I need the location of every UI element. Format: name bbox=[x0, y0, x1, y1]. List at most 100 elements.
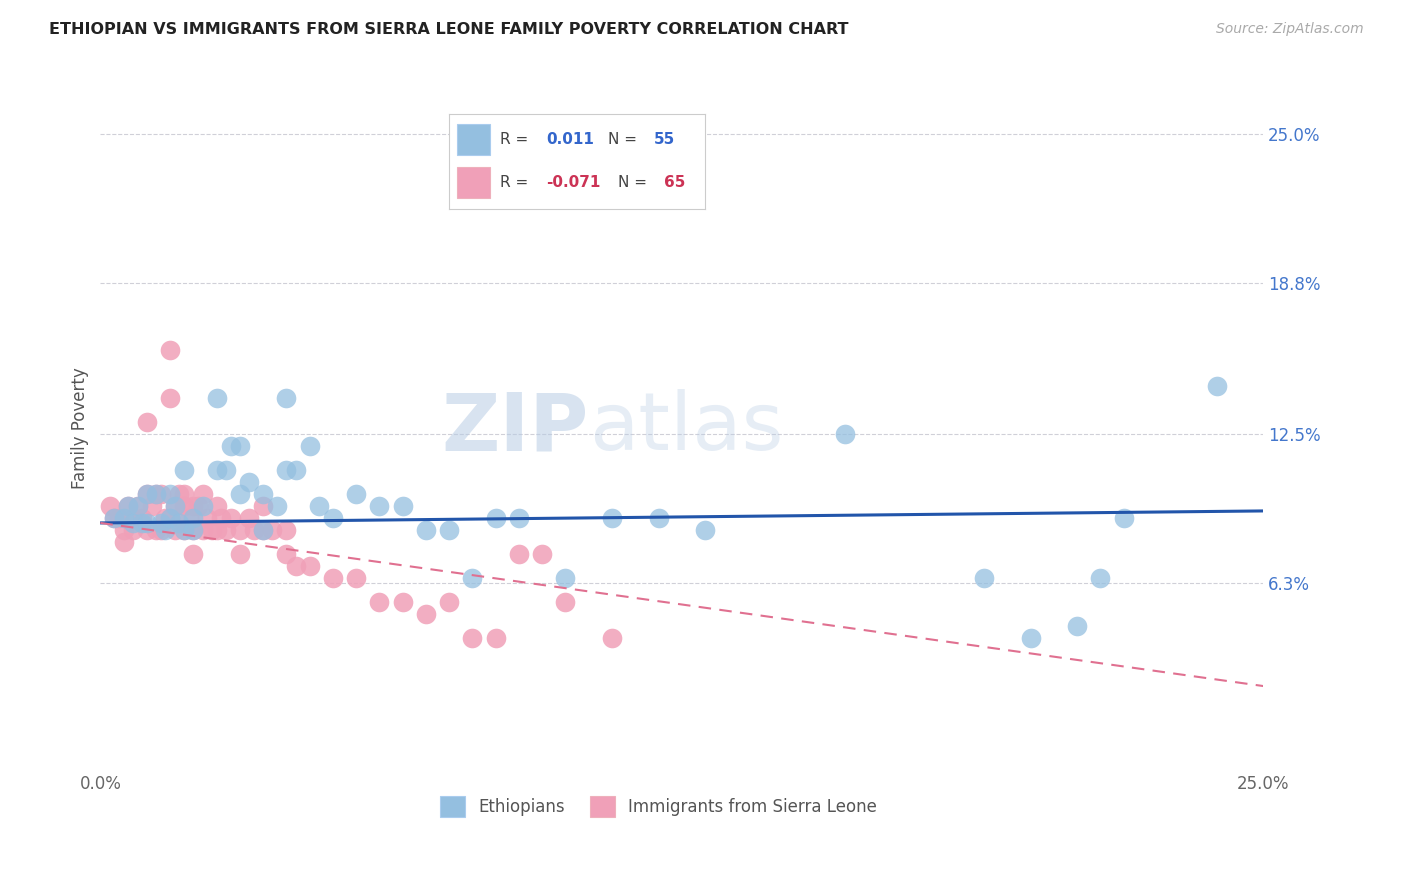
Point bbox=[322, 571, 344, 585]
Point bbox=[131, 516, 153, 530]
Point bbox=[461, 571, 484, 585]
Point bbox=[252, 523, 274, 537]
Point bbox=[159, 511, 181, 525]
Point bbox=[554, 595, 576, 609]
Point bbox=[173, 499, 195, 513]
Point bbox=[973, 571, 995, 585]
Point bbox=[163, 523, 186, 537]
Point bbox=[112, 511, 135, 525]
Point bbox=[368, 595, 391, 609]
Point bbox=[135, 523, 157, 537]
Point bbox=[391, 595, 413, 609]
Point bbox=[183, 547, 205, 561]
Point bbox=[103, 511, 125, 525]
Point bbox=[159, 343, 181, 358]
Point bbox=[173, 463, 195, 477]
Point bbox=[600, 511, 623, 525]
Point bbox=[135, 516, 157, 530]
Point bbox=[169, 487, 191, 501]
Point bbox=[219, 511, 242, 525]
Point bbox=[1205, 379, 1227, 393]
Point bbox=[205, 391, 228, 405]
Point bbox=[238, 511, 260, 525]
Point bbox=[183, 523, 205, 537]
Point bbox=[461, 631, 484, 645]
Point bbox=[187, 499, 209, 513]
Point bbox=[229, 487, 252, 501]
Point bbox=[98, 499, 121, 513]
Point bbox=[229, 523, 252, 537]
Point bbox=[159, 511, 181, 525]
Point bbox=[252, 487, 274, 501]
Point bbox=[173, 487, 195, 501]
Point bbox=[155, 523, 177, 537]
Point bbox=[415, 607, 437, 621]
Point bbox=[344, 487, 367, 501]
Point bbox=[243, 523, 266, 537]
Point bbox=[183, 523, 205, 537]
Point bbox=[149, 523, 172, 537]
Text: ETHIOPIAN VS IMMIGRANTS FROM SIERRA LEONE FAMILY POVERTY CORRELATION CHART: ETHIOPIAN VS IMMIGRANTS FROM SIERRA LEON… bbox=[49, 22, 849, 37]
Point bbox=[177, 511, 200, 525]
Point bbox=[149, 487, 172, 501]
Point bbox=[284, 559, 307, 574]
Point bbox=[122, 523, 145, 537]
Point bbox=[344, 571, 367, 585]
Point bbox=[183, 499, 205, 513]
Point bbox=[298, 439, 321, 453]
Point bbox=[252, 523, 274, 537]
Y-axis label: Family Poverty: Family Poverty bbox=[72, 368, 89, 489]
Point bbox=[252, 499, 274, 513]
Text: ZIP: ZIP bbox=[441, 389, 589, 467]
Point bbox=[195, 511, 218, 525]
Point bbox=[485, 631, 508, 645]
Point bbox=[191, 487, 214, 501]
Point bbox=[135, 415, 157, 429]
Point bbox=[368, 499, 391, 513]
Point bbox=[173, 523, 195, 537]
Point bbox=[600, 631, 623, 645]
Legend: Ethiopians, Immigrants from Sierra Leone: Ethiopians, Immigrants from Sierra Leone bbox=[433, 789, 884, 823]
Point bbox=[135, 487, 157, 501]
Point bbox=[169, 516, 191, 530]
Point bbox=[229, 547, 252, 561]
Point bbox=[122, 511, 145, 525]
Point bbox=[163, 499, 186, 513]
Point bbox=[205, 463, 228, 477]
Point bbox=[298, 559, 321, 574]
Point bbox=[135, 487, 157, 501]
Point bbox=[276, 391, 298, 405]
Point bbox=[437, 595, 460, 609]
Point bbox=[508, 511, 530, 525]
Point bbox=[173, 523, 195, 537]
Point bbox=[437, 523, 460, 537]
Point bbox=[145, 487, 167, 501]
Point bbox=[415, 523, 437, 537]
Point bbox=[238, 475, 260, 490]
Point bbox=[219, 439, 242, 453]
Point bbox=[205, 523, 228, 537]
Point bbox=[183, 511, 205, 525]
Point bbox=[155, 511, 177, 525]
Point bbox=[215, 463, 238, 477]
Point bbox=[1112, 511, 1135, 525]
Point bbox=[1090, 571, 1112, 585]
Point bbox=[145, 523, 167, 537]
Point bbox=[103, 511, 125, 525]
Point bbox=[149, 516, 172, 530]
Point bbox=[1019, 631, 1042, 645]
Point bbox=[122, 516, 145, 530]
Point bbox=[191, 499, 214, 513]
Point bbox=[485, 511, 508, 525]
Point bbox=[141, 499, 163, 513]
Point bbox=[209, 511, 232, 525]
Point bbox=[834, 427, 856, 442]
Point bbox=[284, 463, 307, 477]
Point bbox=[108, 511, 131, 525]
Point bbox=[693, 523, 716, 537]
Point bbox=[276, 463, 298, 477]
Point bbox=[117, 499, 139, 513]
Point bbox=[266, 499, 288, 513]
Point bbox=[145, 487, 167, 501]
Point bbox=[308, 499, 330, 513]
